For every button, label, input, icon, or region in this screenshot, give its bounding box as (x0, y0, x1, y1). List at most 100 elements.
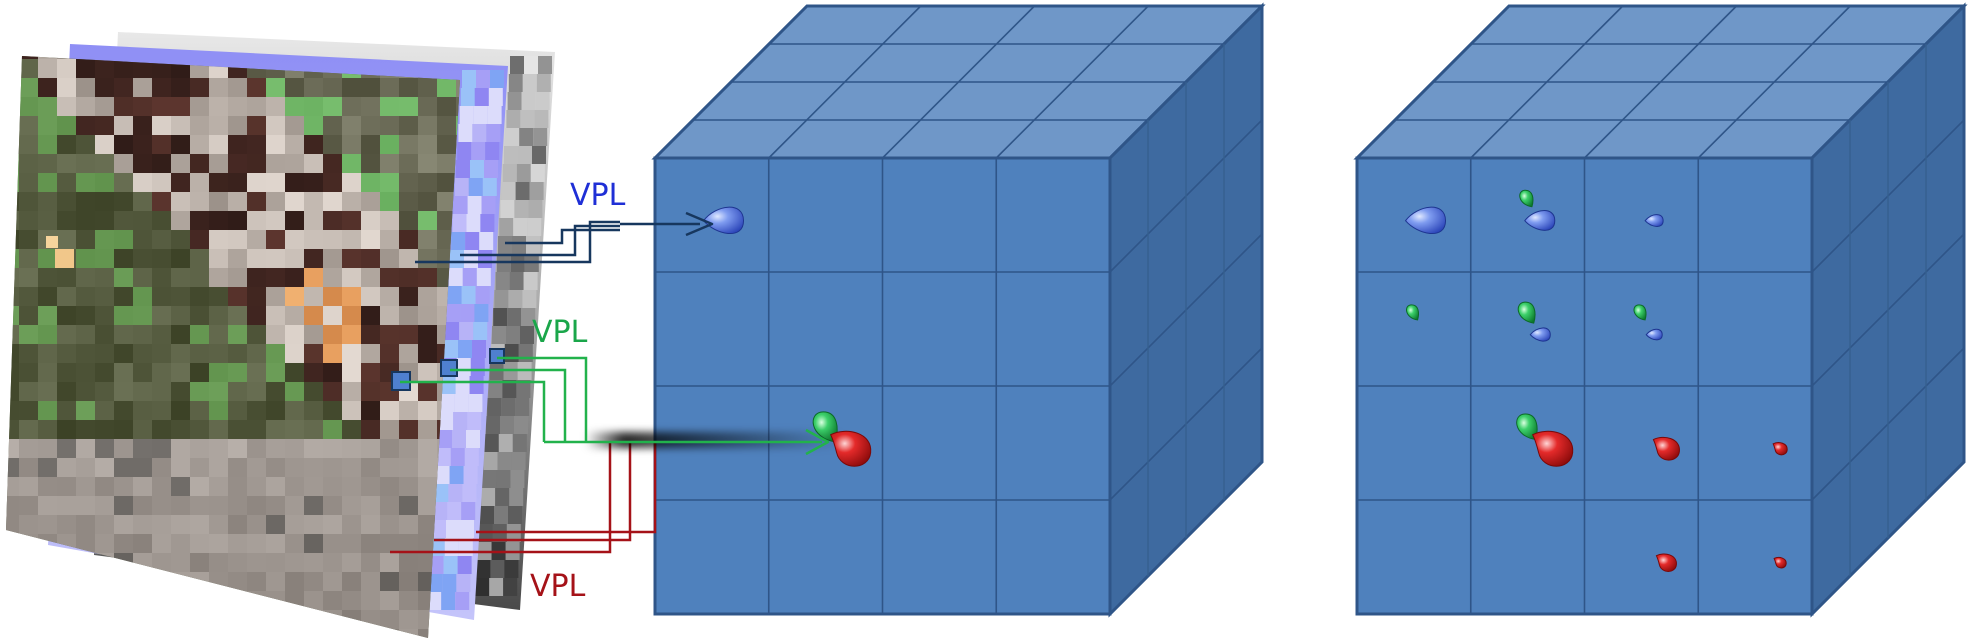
flux-pixel (6, 97, 19, 116)
normal-pixel (447, 286, 462, 304)
flux-pixel (228, 382, 247, 401)
flux-pixel (209, 401, 228, 420)
flux-pixel (361, 629, 380, 638)
flux-pixel (57, 78, 76, 97)
flux-pixel (19, 154, 38, 173)
normal-pixel (481, 196, 496, 214)
flux-pixel (133, 211, 152, 230)
flux-pixel (399, 439, 418, 458)
flux-pixel (114, 306, 133, 325)
flux-pixel (133, 306, 152, 325)
connector-shadow (585, 432, 845, 448)
depth-pixel (535, 92, 550, 110)
flux-pixel (114, 211, 133, 230)
flux-pixel (418, 515, 437, 534)
flux-pixel (380, 78, 399, 97)
flux-pixel (57, 173, 76, 192)
flux-pixel (247, 496, 266, 515)
flux-pixel (152, 515, 171, 534)
flux-pixel (266, 116, 285, 135)
flux-pixel (38, 325, 57, 344)
flux-pixel (361, 325, 380, 344)
flux-pixel (361, 268, 380, 287)
flux-pixel (114, 382, 133, 401)
flux-pixel (95, 230, 114, 249)
flux-pixel (418, 629, 437, 638)
depth-pixel (499, 218, 514, 236)
flux-pixel (380, 230, 399, 249)
flux-pixel (304, 78, 323, 97)
flux-pixel (418, 306, 437, 325)
flux-pixel (152, 553, 171, 572)
flux-pixel (247, 287, 266, 306)
normal-pixel (464, 448, 479, 466)
flux-pixel (228, 249, 247, 268)
lpv-grid-cube-left (651, 2, 1266, 618)
flux-pixel (95, 382, 114, 401)
flux-pixel (228, 268, 247, 287)
flux-pixel (266, 572, 285, 591)
flux-pixel (76, 572, 95, 591)
flux-pixel (342, 439, 361, 458)
flux-pixel (57, 344, 76, 363)
blue-light-lobe (1644, 214, 1664, 227)
normal-pixel (474, 304, 489, 322)
flux-pixel (114, 116, 133, 135)
normal-pixel (467, 196, 482, 214)
flux-pixel (190, 249, 209, 268)
flux-pixel (95, 211, 114, 230)
flux-pixel (285, 477, 304, 496)
flux-pixel (342, 78, 361, 97)
flux-pixel (418, 230, 437, 249)
flux-pixel (209, 268, 228, 287)
flux-pixel (19, 325, 38, 344)
flux-pixel (19, 629, 38, 638)
flux-pixel (133, 534, 152, 553)
flux-pixel (6, 344, 19, 363)
flux-pixel (209, 344, 228, 363)
flux-pixel (171, 192, 190, 211)
flux-pixel (361, 154, 380, 173)
flux-pixel (57, 363, 76, 382)
flux-pixel (266, 591, 285, 610)
flux-pixel (399, 629, 418, 638)
flux-pixel (285, 154, 304, 173)
flux-pixel (399, 420, 418, 439)
flux-pixel (418, 116, 437, 135)
depth-pixel (536, 74, 551, 92)
normal-pixel (449, 466, 464, 484)
flux-pixel (76, 458, 95, 477)
flux-pixel (19, 78, 38, 97)
flux-pixel (380, 629, 399, 638)
flux-pixel (171, 458, 190, 477)
flux-pixel (114, 591, 133, 610)
flux-pixel (95, 496, 114, 515)
depth-pixel (509, 488, 524, 506)
normal-pixel (456, 160, 470, 178)
flux-pixel (190, 192, 209, 211)
flux-pixel (19, 59, 38, 78)
flux-pixel (323, 610, 342, 629)
flux-pixel (266, 610, 285, 629)
depth-pixel (506, 326, 520, 344)
normal-pixel (442, 574, 457, 592)
flux-pixel (95, 610, 114, 629)
flux-pixel (76, 116, 95, 135)
flux-pixel (399, 553, 418, 572)
flux-pixel (38, 553, 57, 572)
flux-pixel (57, 135, 76, 154)
flux-pixel (190, 477, 209, 496)
depth-pixel (508, 290, 523, 308)
flux-pixel (114, 553, 133, 572)
flux-pixel (304, 306, 323, 325)
depth-pixel (520, 326, 534, 344)
flux-pixel (228, 230, 247, 249)
flux-pixel (304, 230, 323, 249)
flux-pixel (399, 211, 418, 230)
flux-pixel (228, 306, 247, 325)
flux-pixel (76, 192, 95, 211)
flux-pixel (114, 610, 133, 629)
flux-pixel (399, 78, 418, 97)
flux-pixel (76, 344, 95, 363)
flux-pixel (6, 192, 19, 211)
